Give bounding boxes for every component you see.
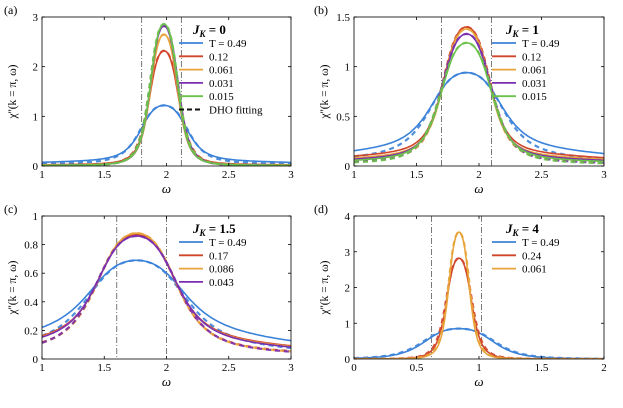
axes-frame: [353, 16, 605, 167]
x-tick-label: 2.5: [535, 169, 549, 181]
series-group: [42, 22, 291, 166]
x-tick-label: 2: [601, 362, 607, 374]
x-tick-label: 1.5: [97, 362, 111, 374]
x-tick-label: 1.5: [97, 169, 111, 181]
panel-label: (d): [314, 202, 328, 216]
legend-label-fit: DHO fitting: [209, 105, 263, 117]
series-group: [354, 230, 604, 359]
x-tick-label: 3: [601, 169, 607, 181]
x-tick-label: 1.5: [535, 362, 549, 374]
y-tick-label: 0.4: [24, 297, 38, 309]
legend-label: 0.031: [209, 78, 234, 90]
x-tick-label: 0: [351, 362, 357, 374]
series-line: [42, 33, 291, 166]
y-tick-label: 1: [33, 111, 39, 123]
fit-line: [42, 33, 291, 166]
legend-label: 0.061: [522, 264, 547, 276]
legend-label: 0.043: [209, 277, 234, 289]
x-tick-label: 3: [288, 169, 294, 181]
series-line: [42, 25, 291, 166]
x-tick-label: 2: [164, 169, 170, 181]
legend-title: JK = 0: [192, 22, 226, 39]
x-tick-label: 2.5: [222, 169, 236, 181]
y-tick-label: 2: [33, 62, 39, 74]
series-line: [42, 104, 291, 164]
x-tick-label: 1.5: [410, 169, 424, 181]
legend-label: T = 0.49: [209, 237, 247, 249]
y-axis-label: χ''(k = π, ω): [319, 64, 331, 119]
panel-d: (d) 0 0.5 1 1.5 2 0 1 2 3 4 ω χ''(k = π, ω) JK = 4T =…: [314, 202, 607, 389]
legend-label: 0.061: [522, 65, 547, 77]
y-tick-label: 1: [345, 62, 351, 74]
y-tick-label: 0.2: [24, 325, 38, 337]
axes-frame: [41, 16, 292, 167]
y-axis-label: χ''(k = π, ω): [7, 260, 19, 315]
y-tick-label: 1: [33, 211, 39, 223]
legend-title: JK = 4: [505, 221, 539, 238]
panel-c: (c) 1 1.5 2 2.5 3 0 0.2 0.4 0.6 0.8 1 ω χ''(k = π, ω)…: [4, 202, 294, 389]
series-line: [354, 71, 604, 155]
legend-label: T = 0.49: [209, 38, 247, 50]
legend-label: T = 0.49: [522, 38, 560, 50]
series-group: [354, 25, 604, 165]
panel-label: (a): [4, 3, 17, 17]
x-tick-label: 1: [39, 362, 45, 374]
y-axis-label: χ''(k = π, ω): [319, 260, 331, 315]
legend-title: JK = 1: [505, 22, 539, 39]
fit-line: [42, 22, 291, 166]
legend-label: 0.015: [522, 91, 547, 103]
x-tick-label: 2: [476, 169, 482, 181]
x-tick-label: 1: [351, 169, 357, 181]
fit-line: [42, 24, 291, 166]
y-tick-label: 0.5: [336, 111, 350, 123]
series-line: [354, 41, 604, 163]
legend-label: 0.031: [522, 78, 547, 90]
x-tick-label: 0.5: [410, 362, 424, 374]
legend-label: 0.086: [209, 264, 234, 276]
legend-label: 0.061: [209, 65, 234, 77]
legend-label: 0.12: [209, 51, 228, 63]
legend-label: T = 0.49: [522, 237, 560, 249]
fit-line: [354, 71, 604, 160]
legend-title: JK = 1.5: [192, 221, 236, 238]
y-tick-label: 0: [345, 161, 351, 173]
x-tick-label: 1: [39, 169, 45, 181]
legend-label: 0.17: [209, 250, 229, 262]
x-tick-label: 2.5: [222, 362, 236, 374]
fit-line: [42, 234, 291, 353]
x-tick-label: 2: [164, 362, 170, 374]
panel-label: (b): [314, 3, 328, 17]
x-tick-label: 3: [288, 362, 294, 374]
panel-label: (c): [4, 202, 17, 216]
y-tick-label: 0: [33, 161, 39, 173]
legend-label: 0.015: [209, 91, 234, 103]
panel-b: (b) 1 1.5 2 2.5 3 0 0.5 1 1.5 ω χ''(k = π, ω) JK = 1…: [314, 3, 607, 196]
x-axis-label: ω: [474, 374, 483, 389]
y-tick-label: 4: [345, 211, 351, 223]
legend-label: 0.24: [522, 250, 542, 262]
x-axis-label: ω: [162, 374, 171, 389]
y-tick-label: 3: [33, 12, 39, 24]
y-axis-label: χ''(k = π, ω): [7, 64, 19, 119]
y-tick-label: 1: [345, 318, 351, 330]
x-tick-label: 1: [476, 362, 482, 374]
fit-line: [354, 27, 604, 164]
y-tick-label: 3: [345, 247, 351, 259]
x-axis-label: ω: [474, 181, 483, 196]
y-tick-label: 2: [345, 283, 351, 295]
legend-label: 0.12: [522, 51, 541, 63]
y-tick-label: 1.5: [336, 12, 350, 24]
fit-line: [354, 41, 604, 165]
fit-line: [354, 32, 604, 164]
y-tick-label: 0.8: [24, 240, 38, 252]
fit-line: [354, 230, 604, 359]
x-axis-label: ω: [162, 181, 171, 196]
y-tick-label: 0: [345, 354, 351, 366]
series-group: [42, 232, 291, 353]
y-tick-label: 0: [33, 354, 39, 366]
y-tick-label: 0.6: [24, 268, 38, 280]
series-line: [42, 23, 291, 166]
